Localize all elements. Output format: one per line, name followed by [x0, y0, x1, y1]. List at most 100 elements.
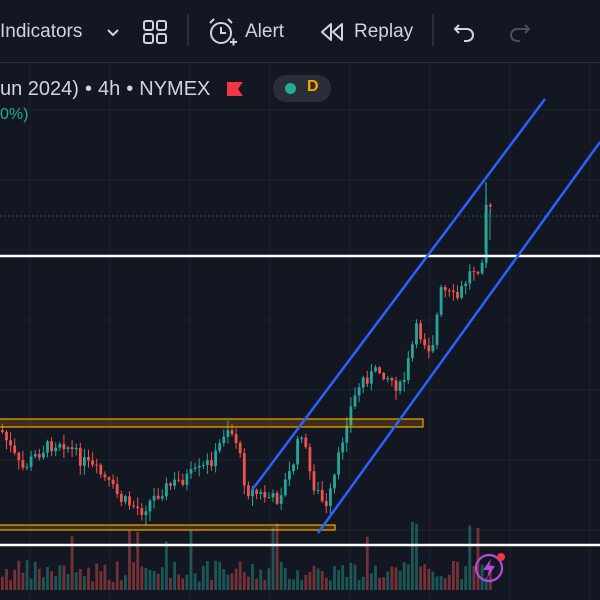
volume-bar	[169, 577, 172, 590]
candle-body	[83, 457, 86, 466]
volume-bar	[271, 527, 275, 590]
volume-bar	[296, 570, 299, 590]
candle-body	[33, 454, 37, 457]
candle-body	[103, 474, 107, 478]
volume-bar	[218, 561, 222, 590]
volume-bar	[165, 541, 168, 590]
candle-body	[251, 489, 254, 497]
volume-bar	[304, 574, 308, 590]
quick-action-button[interactable]	[472, 551, 508, 585]
candle-body	[206, 460, 209, 466]
candle-body	[411, 344, 414, 358]
candle-body	[99, 464, 103, 475]
volume-bar	[1, 576, 4, 590]
volume-bar	[160, 567, 164, 590]
volume-bar	[300, 580, 304, 590]
volume-bar	[357, 579, 361, 590]
indicators-dropdown-button[interactable]	[104, 12, 122, 52]
candle-body	[349, 406, 353, 426]
candle-body	[132, 505, 135, 507]
volume-bar	[247, 576, 250, 590]
volume-bar	[341, 565, 345, 590]
candle-body	[111, 479, 115, 485]
volume-bar	[132, 562, 135, 590]
alert-label: Alert	[245, 21, 285, 42]
flag-icon[interactable]	[226, 80, 244, 98]
volume-bar	[201, 565, 205, 590]
volume-bar	[156, 573, 160, 590]
volume-bar	[173, 562, 176, 590]
candle-body	[329, 488, 332, 506]
candle-body	[374, 367, 377, 372]
candle-body	[423, 339, 427, 346]
candle-body	[230, 430, 234, 435]
volume-bar	[111, 581, 115, 590]
candle-body	[415, 323, 418, 345]
replay-button[interactable]: Replay	[319, 12, 413, 52]
candle-body	[144, 511, 148, 516]
volume-bar	[33, 561, 37, 590]
volume-bar	[234, 568, 238, 590]
candle-body	[316, 489, 320, 491]
legend-separator: •	[126, 77, 134, 100]
candle-body	[341, 442, 345, 453]
price-chart-canvas[interactable]	[0, 63, 600, 600]
market-status-pill[interactable]: D	[273, 75, 331, 102]
resistance-zone	[0, 418, 424, 428]
volume-bar	[427, 568, 431, 590]
candle-body	[238, 442, 242, 454]
toolbar-divider	[187, 14, 189, 46]
volume-bar	[74, 572, 78, 590]
volume-bar	[124, 575, 127, 590]
volume-bar	[181, 578, 185, 590]
volume-bar	[119, 580, 123, 590]
volume-bar	[447, 574, 451, 590]
layout-grid-icon	[143, 20, 167, 44]
candle-body	[42, 452, 45, 458]
candle-body	[177, 479, 181, 481]
candle-body	[386, 377, 390, 380]
volume-bar	[308, 571, 312, 590]
candle-body	[37, 454, 41, 458]
candle-body	[247, 485, 250, 497]
candle-body	[9, 440, 12, 446]
volume-bar	[464, 566, 468, 590]
symbol-legend[interactable]: un 2024) • 4h • NYMEX	[0, 74, 244, 104]
volume-bar	[390, 566, 394, 590]
candle-body	[201, 465, 205, 467]
redo-button[interactable]	[506, 12, 532, 52]
volume-bar	[324, 577, 328, 590]
candle-body	[460, 286, 463, 298]
volume-bar	[312, 565, 316, 590]
candle-body	[148, 500, 152, 512]
alert-button[interactable]: Alert	[206, 12, 284, 52]
volume-bar	[320, 571, 324, 590]
candle-body	[259, 492, 263, 494]
layout-button[interactable]	[142, 12, 168, 52]
candle-body	[435, 314, 439, 346]
volume-bar	[242, 572, 246, 590]
notification-badge	[497, 553, 505, 561]
volume-bar	[316, 568, 320, 590]
volume-bar	[128, 530, 131, 590]
candle-body	[189, 469, 193, 474]
volume-bar	[255, 578, 258, 590]
candle-body	[95, 464, 99, 466]
candle-body	[193, 467, 197, 470]
candle-body	[46, 441, 49, 453]
volume-bar	[353, 564, 357, 590]
volume-bar	[439, 575, 443, 590]
indicators-button[interactable]: Indicators	[0, 12, 82, 52]
volume-bar	[152, 570, 156, 590]
volume-bar	[423, 564, 427, 590]
candle-body	[173, 479, 176, 486]
volume-bar	[46, 567, 49, 590]
volume-bar	[406, 564, 410, 590]
candle-body	[431, 345, 435, 352]
interval-label: 4h	[97, 77, 121, 100]
candle-body	[271, 493, 275, 498]
replay-label: Replay	[354, 21, 414, 42]
volume-bar	[17, 560, 21, 590]
undo-button[interactable]	[452, 12, 478, 52]
